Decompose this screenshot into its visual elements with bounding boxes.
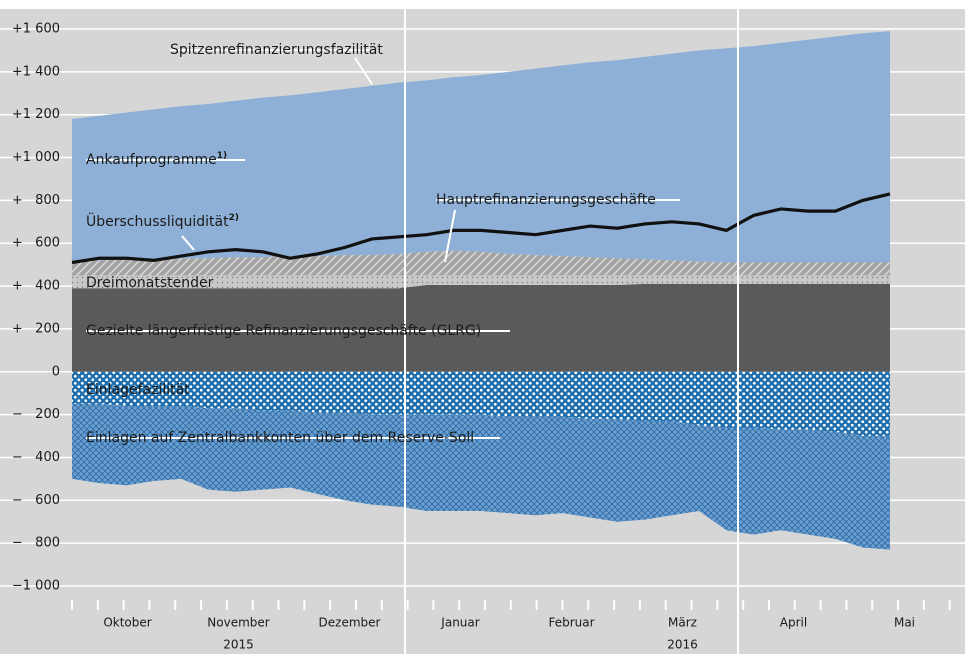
y-tick-label: +1 600 [12,22,60,37]
area [72,31,890,263]
y-tick-label: 0 [52,364,60,379]
y-tick-label: − 200 [12,407,60,422]
leader-line [444,209,456,263]
series-label: Dreimonatstender [86,275,214,291]
x-tick-label: April [780,616,807,630]
line [71,192,891,265]
y-tick-label: + 600 [12,236,60,251]
series-name: Hauptrefinanzierungsgeschäfte [436,192,656,208]
x-tick-label: Februar [548,616,594,630]
footnote: 1) [217,151,227,161]
leader-line [354,57,373,85]
series-label: Ankaufprogramme1) [86,151,227,169]
area [72,275,890,289]
y-tick-label: + 400 [12,279,60,294]
series-name: Dreimonatstender [86,275,214,291]
y-tick-label: + 800 [12,193,60,208]
x-tick-label: Dezember [319,616,381,630]
x-tick-label: Mai [894,616,915,630]
series-name: Gezielte längerfristige Refinanzierungsg… [86,323,481,339]
y-tick-label: +1 400 [12,64,60,79]
y-tick-label: − 800 [12,536,60,551]
series-name: Einlagen auf Zentralbankkonten über dem … [86,430,474,446]
year-label: 2015 [223,638,254,652]
series-label: Einlagen auf Zentralbankkonten über dem … [86,430,474,446]
leader-line [181,235,195,251]
area [72,283,890,372]
series-label: Überschussliquidität2) [86,212,239,230]
series-name: Einlagefazilität [86,382,190,398]
annotation: Spitzenrefinanzierungsfazilität [170,42,383,58]
series-name: Überschussliquidität [86,212,229,230]
series-label: Gezielte längerfristige Refinanzierungsg… [86,323,481,339]
x-tick-label: Oktober [103,616,151,630]
series-label: Einlagefazilität [86,382,190,398]
series-label: Hauptrefinanzierungsgeschäfte [436,192,656,208]
x-tick-label: Januar [440,616,479,630]
x-tick-label: März [668,616,697,630]
series-name: Ankaufprogramme [86,152,217,168]
area [72,403,890,550]
year-label: 2016 [667,638,698,652]
y-tick-label: +1 000 [12,150,60,165]
footnote: 2) [229,213,239,223]
y-tick-label: +1 200 [12,107,60,122]
x-tick-label: November [207,616,269,630]
top-band [0,0,965,9]
y-tick-label: − 400 [12,450,60,465]
y-tick-label: + 200 [12,321,60,336]
y-tick-label: − 600 [12,493,60,508]
y-tick-label: −1 000 [12,579,60,594]
area [72,371,890,437]
area [72,250,890,276]
